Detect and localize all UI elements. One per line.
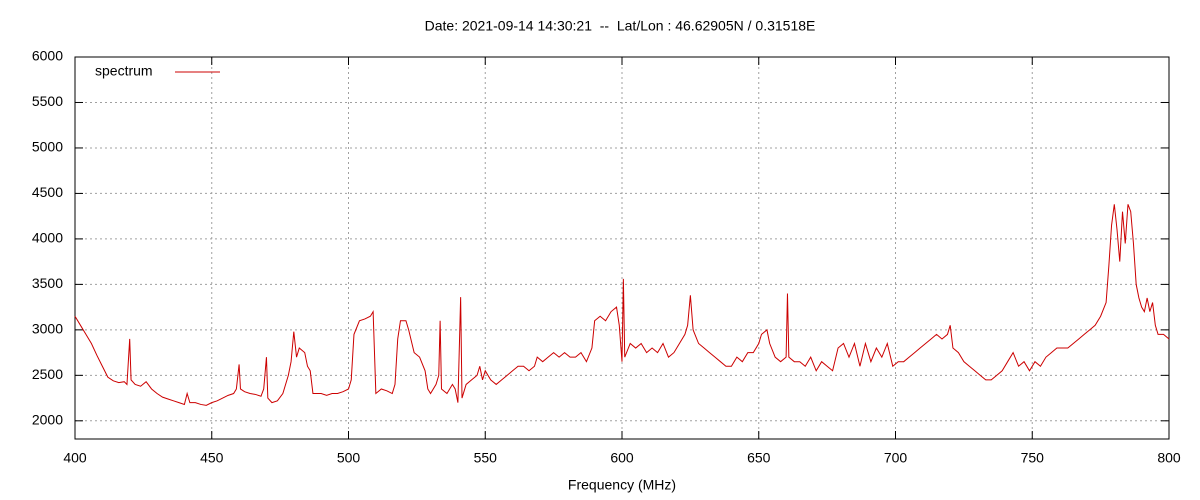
x-tick-label: 450	[200, 450, 224, 466]
y-tick-label: 3500	[32, 275, 63, 291]
data-line	[74, 204, 1170, 406]
chart-title: Date: 2021-09-14 14:30:21 -- Lat/Lon : 4…	[425, 18, 816, 34]
x-tick-label: 400	[63, 450, 87, 466]
x-tick-label: 650	[747, 450, 771, 466]
x-tick-label: 800	[1157, 450, 1181, 466]
x-axis-label: Frequency (MHz)	[568, 477, 676, 493]
x-tick-label: 700	[884, 450, 908, 466]
y-tick-label: 2500	[32, 366, 63, 382]
y-tick-label: 4500	[32, 184, 63, 200]
y-tick-label: 2000	[32, 412, 63, 428]
y-tick-label: 5000	[32, 139, 63, 155]
x-tick-label: 550	[474, 450, 498, 466]
y-tick-label: 3000	[32, 321, 63, 337]
y-tick-label: 6000	[32, 48, 63, 64]
x-tick-label: 500	[337, 450, 361, 466]
plot-frame	[74, 56, 1170, 440]
x-tick-label: 600	[610, 450, 634, 466]
x-tick-label: 750	[1021, 450, 1045, 466]
y-tick-label: 5500	[32, 93, 63, 109]
legend-label: spectrum	[95, 63, 153, 79]
y-tick-label: 4000	[32, 230, 63, 246]
